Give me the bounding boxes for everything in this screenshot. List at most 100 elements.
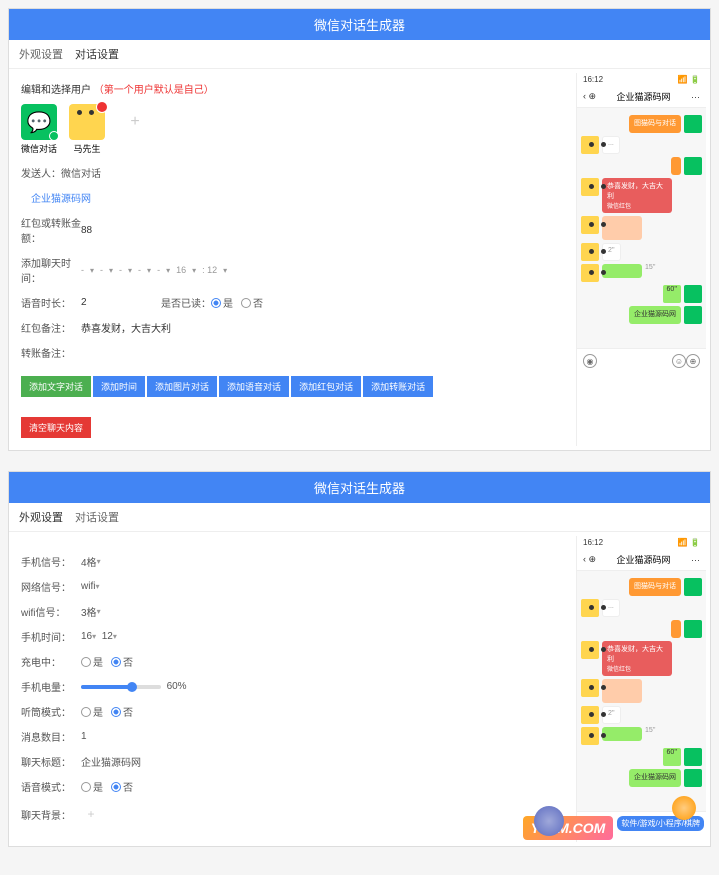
msg-bubble: ... (602, 599, 620, 617)
avatar-icon (684, 306, 702, 324)
more-icon[interactable]: ··· (691, 92, 700, 102)
signal-label: 手机信号： (21, 554, 81, 569)
radio-no[interactable]: 否 (111, 654, 133, 669)
deco-icon (534, 806, 564, 836)
panel-appearance-settings: 微信对话生成器 外观设置 对话设置 手机信号：4格 ▾ 网络信号：wifi ▾ … (8, 471, 711, 847)
footer-bubble: 企业猫源码网 (629, 306, 681, 324)
earmode-label: 听筒模式： (21, 704, 81, 719)
battery-slider[interactable] (81, 685, 161, 689)
avatar-icon (684, 115, 702, 133)
transfernote-label: 转账备注： (21, 345, 81, 360)
hour-select[interactable]: 16 (81, 631, 92, 642)
voicemode-label: 语音模式： (21, 779, 81, 794)
avatar-icon (581, 264, 599, 282)
amount-label: 红包或转账金额： (21, 215, 81, 245)
panel-dialog-settings: 微信对话生成器 外观设置 对话设置 编辑和选择用户 （第一个用户默认是自己） 💬… (8, 8, 711, 451)
chattime-label: 添加聊天时间： (21, 255, 81, 285)
back-icon[interactable]: ‹ ⊕ (583, 554, 596, 565)
tab-dialog[interactable]: 对话设置 (75, 46, 119, 62)
msgcount-value[interactable]: 1 (81, 731, 87, 742)
tab-appearance[interactable]: 外观设置 (19, 46, 63, 62)
radio-yes[interactable]: 是 (211, 295, 233, 310)
radio-yes[interactable]: 是 (81, 654, 103, 669)
btn-clear[interactable]: 清空聊天内容 (21, 417, 91, 438)
edit-user-note: （第一个用户默认是自己） (94, 85, 214, 96)
time-selectors[interactable]: - ▾ - ▾ - ▾ - ▾ - ▾ 16 ▾ : 12 ▾ (81, 265, 227, 275)
btn-add-text[interactable]: 添加文字对话 (21, 376, 91, 397)
amount-value[interactable]: 88 (81, 225, 92, 236)
phone-time: 16:12 (583, 75, 603, 84)
more-icon[interactable]: ··· (691, 555, 700, 565)
emoji-icon[interactable]: ☺ (672, 354, 686, 368)
msg-bubble (671, 157, 681, 175)
network-select[interactable]: wifi (81, 581, 95, 592)
avatar-icon (581, 178, 599, 196)
user-ma[interactable]: 马先生 (69, 104, 105, 155)
voicetime-label: 语音时长： (21, 295, 81, 310)
phone-chat-title: 企业猫源码网 (617, 553, 671, 566)
plus-icon[interactable]: ⊕ (686, 354, 700, 368)
radio-no[interactable]: 否 (111, 779, 133, 794)
user-wechat[interactable]: 💬 微信对话 (21, 104, 57, 155)
back-icon[interactable]: ‹ ⊕ (583, 91, 596, 102)
network-label: 网络信号： (21, 579, 81, 594)
voicetime-value[interactable]: 2 (81, 297, 161, 308)
company-link[interactable]: 企业猫源码网 (21, 190, 568, 205)
msg-bubble (671, 620, 681, 638)
rednote-value[interactable]: 恭喜发财，大吉大利 (81, 320, 171, 335)
signal-select[interactable]: 4格 (81, 554, 97, 569)
avatar-icon (581, 641, 599, 659)
btn-add-redpacket[interactable]: 添加红包对话 (291, 376, 361, 397)
check-icon (49, 131, 59, 141)
charging-label: 充电中： (21, 654, 81, 669)
tab-appearance[interactable]: 外观设置 (19, 509, 63, 525)
btn-add-voice[interactable]: 添加语音对话 (219, 376, 289, 397)
duration-tag: 60'' (663, 285, 681, 303)
btn-add-image[interactable]: 添加图片对话 (147, 376, 217, 397)
voice-bubble: 2'' (602, 706, 621, 724)
redpacket-bubble: 恭喜发财，大吉大利微信红包 (602, 641, 672, 676)
min-select[interactable]: 12 (102, 631, 113, 642)
text-input[interactable] (601, 353, 668, 369)
chatbg-label: 聊天背景： (21, 807, 81, 822)
footer-bubble: 企业猫源码网 (629, 769, 681, 787)
radio-yes[interactable]: 是 (81, 779, 103, 794)
phonetime-label: 手机时间： (21, 629, 81, 644)
redpacket-bubble: 恭喜发财，大吉大利微信红包 (602, 178, 672, 213)
add-bg-button[interactable]: + (81, 804, 101, 824)
avatar-icon (684, 748, 702, 766)
wifi-label: wifi信号： (21, 604, 81, 619)
tab-bar: 外观设置 对话设置 (9, 40, 710, 69)
wifi-select[interactable]: 3格 (81, 604, 97, 619)
chattitle-value[interactable]: 企业猫源码网 (81, 754, 141, 769)
deco-icon (672, 796, 696, 820)
btn-add-time[interactable]: 添加时间 (93, 376, 145, 397)
tab-dialog[interactable]: 对话设置 (75, 509, 119, 525)
watermark: 依依源码网 Y1YM.COM 软件/游戏/小程序/棋牌 (523, 806, 704, 840)
rednote-label: 红包备注： (21, 320, 81, 335)
voice-input-icon[interactable]: ◉ (583, 354, 597, 368)
sender-label: 发送人：微信对话 (21, 165, 101, 180)
chattitle-label: 聊天标题： (21, 754, 81, 769)
user-name: 马先生 (69, 142, 105, 155)
avatar-icon (684, 769, 702, 787)
radio-no[interactable]: 否 (111, 704, 133, 719)
phone-preview: 16:12 📶 🔋 ‹ ⊕ 企业猫源码网 ··· 图猫码与对话 ... 恭喜发财… (576, 73, 706, 446)
radio-yes[interactable]: 是 (81, 704, 103, 719)
battery-percent: 60% (167, 681, 187, 692)
badge-icon (96, 101, 108, 113)
radio-no[interactable]: 否 (241, 295, 263, 310)
voice-bubble (602, 264, 642, 278)
img-bubble (602, 679, 642, 703)
appearance-form: 手机信号：4格 ▾ 网络信号：wifi ▾ wifi信号：3格 ▾ 手机时间：1… (13, 536, 576, 842)
phone-chat-title: 企业猫源码网 (617, 90, 671, 103)
add-user-button[interactable]: + (117, 104, 153, 140)
duration-tag: 60'' (663, 748, 681, 766)
phone-time: 16:12 (583, 538, 603, 547)
avatar-icon (581, 727, 599, 745)
btn-add-transfer[interactable]: 添加转账对话 (363, 376, 433, 397)
avatar-icon (684, 157, 702, 175)
user-name: 微信对话 (21, 142, 57, 155)
voice-bubble (602, 727, 642, 741)
msgcount-label: 消息数目： (21, 729, 81, 744)
